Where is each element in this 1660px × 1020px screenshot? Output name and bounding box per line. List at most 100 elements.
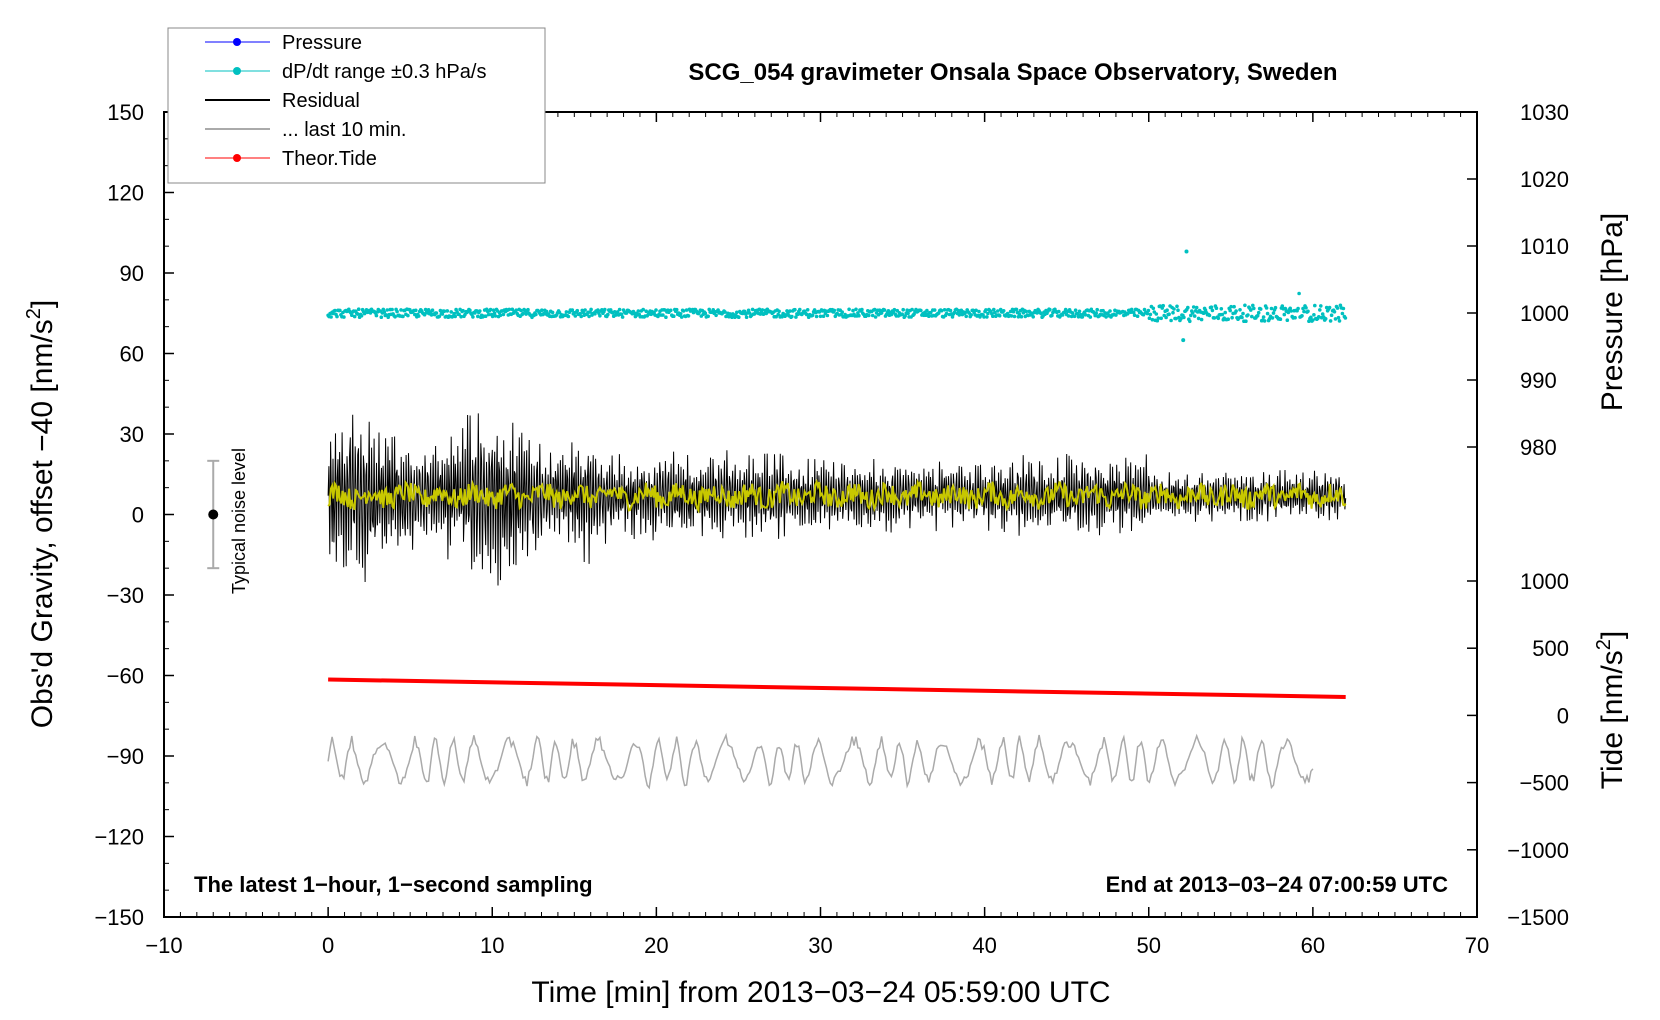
dpdt-point bbox=[735, 310, 739, 315]
pressure-tick-label: 1020 bbox=[1520, 167, 1569, 192]
dpdt-point bbox=[1199, 317, 1204, 322]
dpdt-point bbox=[1336, 315, 1341, 320]
tide-axis-label: Tide [nm/s2] bbox=[1593, 631, 1629, 789]
dpdt-point bbox=[706, 314, 710, 319]
dpdt-point bbox=[335, 314, 339, 319]
dpdt-point bbox=[1161, 303, 1165, 308]
dpdt-point bbox=[1302, 309, 1306, 314]
dpdt-point bbox=[812, 308, 817, 312]
dpdt-point bbox=[1230, 315, 1234, 320]
tide-axis-label-close: ] bbox=[1596, 631, 1629, 639]
dpdt-point bbox=[342, 315, 346, 319]
dpdt-point bbox=[1323, 317, 1328, 321]
dpdt-point bbox=[805, 308, 810, 312]
dpdt-point bbox=[1172, 307, 1176, 311]
dpdt-point bbox=[1014, 307, 1019, 312]
dpdt-point bbox=[942, 308, 947, 312]
dpdt-point bbox=[1104, 315, 1108, 319]
dpdt-point bbox=[1050, 313, 1054, 318]
dpdt-point bbox=[678, 312, 683, 316]
dpdt-point bbox=[1301, 306, 1305, 311]
dpdt-point bbox=[905, 308, 909, 313]
dpdt-point bbox=[939, 308, 944, 313]
dpdt-point bbox=[780, 315, 784, 319]
dpdt-point bbox=[901, 307, 905, 312]
x-tick-label: 60 bbox=[1301, 933, 1325, 958]
dpdt-point bbox=[737, 315, 741, 320]
dpdt-point bbox=[982, 315, 986, 319]
dpdt-point bbox=[1209, 305, 1214, 310]
dpdt-point bbox=[1072, 314, 1077, 319]
dpdt-point bbox=[1307, 319, 1311, 324]
x-tick-label: 30 bbox=[808, 933, 832, 958]
dpdt-point bbox=[1176, 308, 1180, 313]
x-tick-label: −10 bbox=[145, 933, 182, 958]
dpdt-point bbox=[401, 314, 405, 319]
legend-marker bbox=[233, 154, 241, 162]
y-tick-label: 30 bbox=[120, 422, 144, 447]
dpdt-point bbox=[510, 307, 515, 312]
dpdt-point bbox=[1311, 318, 1315, 322]
y-tick-label: −60 bbox=[107, 664, 144, 689]
dpdt-point bbox=[1244, 319, 1248, 324]
y-tick-label: −90 bbox=[107, 744, 144, 769]
dpdt-point bbox=[746, 308, 751, 313]
dpdt-point bbox=[501, 312, 506, 317]
dpdt-point bbox=[1296, 306, 1300, 311]
dpdt-point bbox=[1317, 315, 1321, 319]
dpdt-point bbox=[1256, 310, 1261, 315]
dpdt-point bbox=[867, 313, 871, 318]
dpdt-point bbox=[490, 314, 495, 319]
dpdt-point bbox=[598, 314, 602, 318]
dpdt-point bbox=[1114, 313, 1118, 317]
dpdt-point bbox=[856, 311, 860, 315]
dpdt-point bbox=[1171, 310, 1175, 315]
dpdt-point bbox=[1255, 313, 1260, 318]
dpdt-point bbox=[636, 309, 641, 313]
dpdt-point bbox=[519, 308, 523, 313]
dpdt-point bbox=[1273, 305, 1278, 310]
noise-level-label: Typical noise level bbox=[229, 448, 249, 594]
dpdt-point bbox=[847, 307, 851, 312]
dpdt-point bbox=[991, 314, 995, 319]
dpdt-point bbox=[438, 308, 443, 313]
dpdt-point bbox=[442, 309, 447, 314]
dpdt-point bbox=[1329, 313, 1334, 318]
dpdt-point bbox=[910, 307, 914, 312]
dpdt-point bbox=[493, 314, 498, 318]
dpdt-point bbox=[1147, 316, 1152, 321]
dpdt-point bbox=[1313, 303, 1317, 308]
dpdt-point bbox=[1057, 309, 1061, 314]
dpdt-point bbox=[944, 311, 949, 316]
dpdt-point bbox=[664, 315, 668, 320]
dpdt-point bbox=[359, 314, 364, 318]
chart-title: SCG_054 gravimeter Onsala Space Observat… bbox=[688, 59, 1337, 86]
tide-tick-label: 0 bbox=[1557, 703, 1569, 728]
dpdt-point bbox=[589, 307, 593, 312]
annotation-end-time: End at 2013−03−24 07:00:59 UTC bbox=[1106, 872, 1449, 897]
dpdt-point bbox=[1288, 306, 1292, 311]
dpdt-point bbox=[1148, 312, 1153, 317]
dpdt-point bbox=[338, 308, 342, 313]
dpdt-point bbox=[804, 312, 809, 317]
dpdt-point bbox=[579, 314, 583, 319]
dpdt-point bbox=[1188, 319, 1192, 324]
pressure-tick-label: 1010 bbox=[1520, 234, 1569, 259]
dpdt-point bbox=[892, 307, 897, 312]
y-axis-left: 150 120 90 60 30 0 −30 −60 −90 −120 −150 bbox=[94, 100, 174, 930]
dpdt-point bbox=[1252, 306, 1256, 311]
dpdt-point bbox=[1335, 306, 1340, 310]
dpdt-point bbox=[1019, 314, 1024, 319]
dpdt-point bbox=[1278, 317, 1283, 322]
dpdt-point bbox=[606, 312, 610, 317]
dpdt-point bbox=[1131, 310, 1136, 315]
y-axis-label-left-close: ] bbox=[26, 300, 59, 308]
dpdt-point bbox=[1210, 308, 1215, 313]
legend-marker bbox=[233, 67, 241, 75]
dpdt-point bbox=[329, 315, 333, 319]
tide-tick-label: 1000 bbox=[1520, 569, 1569, 594]
dpdt-point bbox=[1080, 315, 1085, 319]
dpdt-point bbox=[620, 315, 625, 319]
tide-tick-label: 500 bbox=[1532, 636, 1569, 661]
dpdt-point bbox=[486, 312, 491, 317]
